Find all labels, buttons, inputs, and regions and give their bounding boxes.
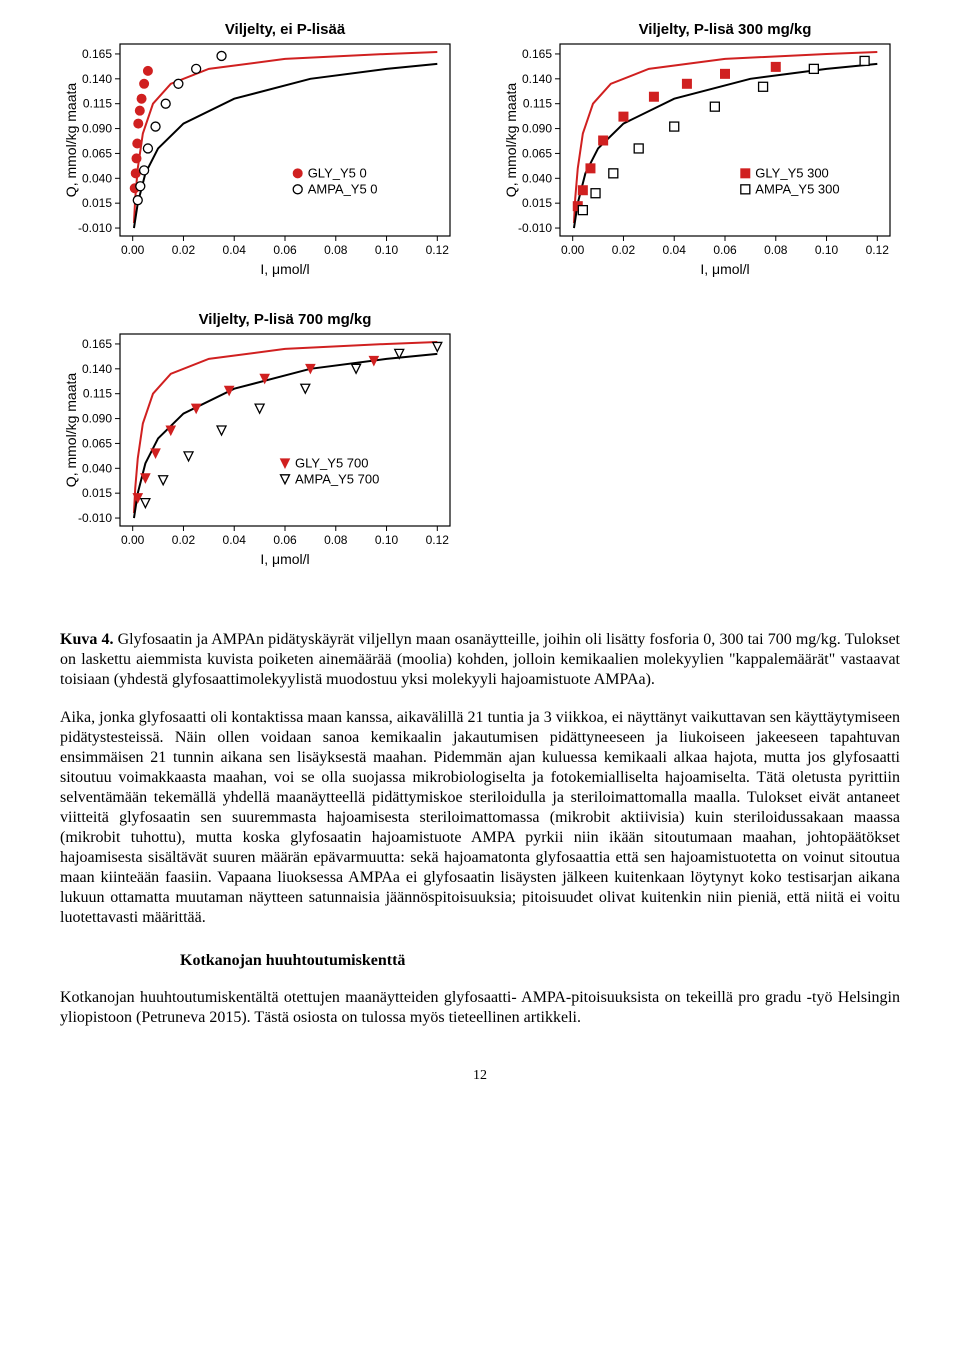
svg-text:0.10: 0.10 xyxy=(375,243,399,257)
svg-text:AMPA_Y5 0: AMPA_Y5 0 xyxy=(308,181,378,196)
svg-text:-0.010: -0.010 xyxy=(78,221,112,235)
svg-text:0.065: 0.065 xyxy=(522,146,552,160)
svg-text:0.165: 0.165 xyxy=(82,337,112,351)
svg-text:0.00: 0.00 xyxy=(121,243,145,257)
svg-text:Q, mmol/kg maata: Q, mmol/kg maata xyxy=(63,83,79,198)
svg-text:0.015: 0.015 xyxy=(82,196,112,210)
svg-text:0.10: 0.10 xyxy=(375,533,399,547)
svg-text:0.090: 0.090 xyxy=(82,412,112,426)
svg-text:0.08: 0.08 xyxy=(324,533,348,547)
svg-text:Viljelty, ei P-lisää: Viljelty, ei P-lisää xyxy=(225,21,346,38)
svg-text:0.140: 0.140 xyxy=(522,72,552,86)
svg-text:0.140: 0.140 xyxy=(82,72,112,86)
page: Viljelty, ei P-lisää 0.00 0.02 0.04 0.06 0.08… xyxy=(0,0,960,1138)
svg-text:Q, mmol/kg maata: Q, mmol/kg maata xyxy=(63,373,79,488)
svg-text:0.12: 0.12 xyxy=(426,243,450,257)
svg-text:0.12: 0.12 xyxy=(426,533,450,547)
svg-text:0.06: 0.06 xyxy=(273,533,297,547)
svg-text:0.040: 0.040 xyxy=(522,171,552,185)
chart-svg-0: Viljelty, ei P-lisää 0.00 0.02 0.04 0.06 0.08… xyxy=(60,20,460,300)
svg-text:0.04: 0.04 xyxy=(663,243,687,257)
svg-text:-0.010: -0.010 xyxy=(518,221,552,235)
svg-text:0.115: 0.115 xyxy=(83,97,112,111)
chart-panel-2: Viljelty, P-lisä 700 mg/kg 0.00 0.02 0.04 0.… xyxy=(60,310,460,590)
page-number: 12 xyxy=(60,1068,900,1084)
svg-text:0.02: 0.02 xyxy=(172,533,196,547)
svg-text:AMPA_Y5 300: AMPA_Y5 300 xyxy=(755,181,839,196)
svg-text:0.12: 0.12 xyxy=(866,243,890,257)
body-paragraph-1: Aika, jonka glyfosaatti oli kontaktissa … xyxy=(60,708,900,928)
svg-text:0.02: 0.02 xyxy=(612,243,636,257)
svg-text:0.06: 0.06 xyxy=(273,243,297,257)
svg-text:0.04: 0.04 xyxy=(223,243,247,257)
chart-panel-1: Viljelty, P-lisä 300 mg/kg 0.00 0.02 0.04 0.… xyxy=(500,20,900,300)
svg-text:0.02: 0.02 xyxy=(172,243,196,257)
svg-text:0.04: 0.04 xyxy=(223,533,247,547)
section-subheading: Kotkanojan huuhtoutumiskenttä xyxy=(60,952,900,970)
charts-row-2: Viljelty, P-lisä 700 mg/kg 0.00 0.02 0.04 0.… xyxy=(60,310,900,590)
svg-text:I, μmol/l: I, μmol/l xyxy=(260,551,309,567)
svg-text:0.040: 0.040 xyxy=(82,461,112,475)
svg-text:GLY_Y5 300: GLY_Y5 300 xyxy=(755,165,828,180)
svg-text:0.140: 0.140 xyxy=(82,362,112,376)
svg-text:0.165: 0.165 xyxy=(522,47,552,61)
svg-text:GLY_Y5 0: GLY_Y5 0 xyxy=(308,165,367,180)
svg-text:0.165: 0.165 xyxy=(82,47,112,61)
chart-svg-2: Viljelty, P-lisä 700 mg/kg 0.00 0.02 0.04 0.… xyxy=(60,310,460,590)
svg-text:0.090: 0.090 xyxy=(522,122,552,136)
svg-text:0.08: 0.08 xyxy=(764,243,788,257)
chart-panel-0: Viljelty, ei P-lisää 0.00 0.02 0.04 0.06 0.08… xyxy=(60,20,460,300)
body-paragraph-2: Kotkanojan huuhtoutumiskentältä otettuje… xyxy=(60,988,900,1028)
svg-text:0.065: 0.065 xyxy=(82,146,112,160)
figure-caption-text: Glyfosaatin ja AMPAn pidätyskäyrät vilje… xyxy=(60,631,900,688)
svg-text:0.115: 0.115 xyxy=(83,387,112,401)
svg-text:AMPA_Y5 700: AMPA_Y5 700 xyxy=(295,471,379,486)
svg-text:-0.010: -0.010 xyxy=(78,511,112,525)
svg-text:0.065: 0.065 xyxy=(82,436,112,450)
figure-caption: Kuva 4. Glyfosaatin ja AMPAn pidätyskäyr… xyxy=(60,630,900,690)
svg-text:0.015: 0.015 xyxy=(82,486,112,500)
svg-text:Viljelty, P-lisä 300 mg/kg: Viljelty, P-lisä 300 mg/kg xyxy=(639,21,812,38)
svg-text:0.115: 0.115 xyxy=(523,97,552,111)
svg-text:Q, mmol/kg maata: Q, mmol/kg maata xyxy=(503,83,519,198)
svg-text:0.00: 0.00 xyxy=(561,243,585,257)
svg-text:0.040: 0.040 xyxy=(82,171,112,185)
svg-text:0.090: 0.090 xyxy=(82,122,112,136)
charts-row-1: Viljelty, ei P-lisää 0.00 0.02 0.04 0.06 0.08… xyxy=(60,20,900,300)
svg-text:0.00: 0.00 xyxy=(121,533,145,547)
svg-text:0.06: 0.06 xyxy=(713,243,737,257)
svg-text:GLY_Y5 700: GLY_Y5 700 xyxy=(295,455,368,470)
svg-text:Viljelty, P-lisä 700 mg/kg: Viljelty, P-lisä 700 mg/kg xyxy=(199,311,372,328)
svg-text:0.08: 0.08 xyxy=(324,243,348,257)
svg-text:I, μmol/l: I, μmol/l xyxy=(260,261,309,277)
svg-text:0.10: 0.10 xyxy=(815,243,839,257)
figure-label: Kuva 4. xyxy=(60,631,113,648)
svg-text:I, μmol/l: I, μmol/l xyxy=(700,261,749,277)
chart-svg-1: Viljelty, P-lisä 300 mg/kg 0.00 0.02 0.04 0.… xyxy=(500,20,900,300)
svg-text:0.015: 0.015 xyxy=(522,196,552,210)
